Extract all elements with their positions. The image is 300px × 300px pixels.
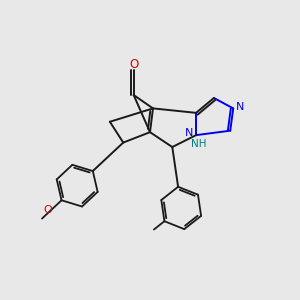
Text: N: N <box>185 128 194 138</box>
Text: NH: NH <box>191 139 207 149</box>
Text: N: N <box>236 102 244 112</box>
Text: O: O <box>43 205 52 215</box>
Text: O: O <box>129 58 138 71</box>
